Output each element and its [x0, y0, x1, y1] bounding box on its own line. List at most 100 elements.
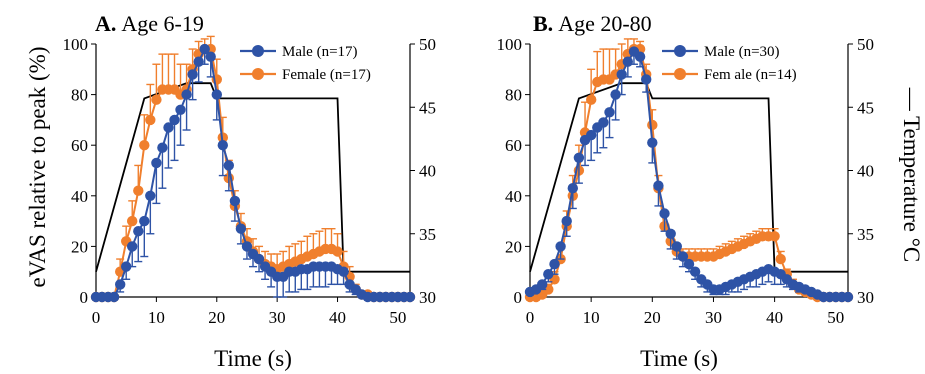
- panel-a-legend-female-label: Female (n=17): [282, 67, 371, 83]
- right-y-axis-title: — Temperature °C: [899, 87, 924, 263]
- panel-a-legend-male-marker: [252, 45, 264, 57]
- panel-b-male-point: [549, 258, 560, 270]
- panel-b-title-text: Age 20-80: [558, 11, 651, 36]
- panel-a-female-point: [151, 94, 162, 105]
- panel-a-x-tick-label: 10: [148, 308, 165, 327]
- panel-a-female-point: [133, 185, 144, 196]
- panel-b-legend-female-marker: [674, 68, 686, 80]
- panel-b-letter: B.: [533, 11, 553, 36]
- panel-a-male-point: [133, 226, 144, 237]
- panel-a-male-point: [229, 195, 241, 207]
- panel-a: A. Age 6-19 Time (s) 0 10 20 30 40 50 0 20 40 60 80…: [63, 11, 437, 371]
- panel-a-male-point: [115, 279, 126, 290]
- panel-a-y2-tick-label: 50: [419, 35, 436, 54]
- panel-b-y-tick-label: 80: [505, 86, 522, 105]
- panel-b-legend: Male (n=30) Fem ale (n=14): [662, 44, 797, 83]
- panel-b-y-tick-label: 40: [505, 187, 522, 206]
- panel-a-female-point: [332, 246, 343, 257]
- panel-a-female-point: [127, 215, 138, 227]
- panel-b-male-point: [653, 180, 664, 191]
- panel-b-y2-tick-label: 35: [857, 225, 874, 244]
- panel-b-y-tick-label: 100: [497, 35, 523, 54]
- panel-a-male-point: [187, 69, 198, 80]
- panel-b-female-point: [586, 94, 597, 105]
- panel-a-male-point: [121, 261, 132, 272]
- panel-a-y-tick-label: 20: [71, 237, 88, 256]
- panel-a-x-axis-title: Time (s): [214, 346, 292, 371]
- panel-a-male-point: [169, 114, 180, 126]
- panel-b-male-point: [665, 228, 676, 239]
- panel-a-male-point: [157, 142, 168, 153]
- panel-b-male-point: [561, 215, 572, 227]
- panel-a-male-point: [151, 157, 162, 169]
- panel-b-male-point: [598, 117, 609, 128]
- panel-b-female-point: [769, 231, 780, 242]
- panel-b-female-point: [775, 253, 786, 265]
- panel-a-title-text: Age 6-19: [121, 11, 203, 36]
- panel-a-y-tick-label: 40: [71, 187, 88, 206]
- panel-b-x-tick-label: 50: [827, 308, 844, 327]
- panel-a-y-tick-label: 0: [80, 288, 89, 307]
- panel-b-male-point: [573, 152, 585, 163]
- panel-b-y2-tick-label: 30: [857, 288, 874, 307]
- panel-a-x-tick-label: 20: [208, 308, 225, 327]
- panel-a-title: A. Age 6-19: [95, 11, 204, 36]
- panel-b-legend-male-marker: [674, 45, 686, 57]
- panel-a-male-point: [404, 291, 416, 303]
- panel-a-male-point: [235, 223, 247, 234]
- panel-a-male-series: [90, 43, 416, 303]
- panel-b-female-point: [647, 119, 658, 131]
- panel-b-legend-male-label: Male (n=30): [704, 44, 780, 60]
- panel-a-y2-tick-label: 30: [419, 288, 436, 307]
- panel-a-female-point: [139, 140, 150, 151]
- panel-a-x-tick-label: 30: [269, 308, 286, 327]
- panel-a-male-point: [127, 241, 138, 252]
- panel-b-y2-tick-label: 45: [857, 98, 874, 117]
- panel-b-x-tick-label: 10: [583, 308, 600, 327]
- panel-b-male-point: [622, 56, 633, 67]
- panel-a-legend-male-label: Male (n=17): [282, 44, 358, 60]
- panel-b-y-tick-label: 0: [514, 288, 523, 307]
- panel-a-male-point: [217, 140, 228, 151]
- panel-a-letter: A.: [95, 11, 116, 36]
- panel-b-x-tick-label: 30: [705, 308, 722, 327]
- panel-a-male-point: [205, 51, 216, 62]
- panel-a-x-tick-label: 40: [329, 308, 346, 327]
- panel-b-male-series: [524, 46, 854, 303]
- panel-b-x-tick-label: 20: [644, 308, 661, 327]
- panel-a-male-point: [241, 241, 253, 252]
- panel-b-y2-tick-label: 50: [857, 35, 874, 54]
- panel-b-male-point: [537, 279, 548, 290]
- panel-b-temperature-line: [529, 82, 848, 273]
- panel-b-male-point: [683, 258, 695, 270]
- panel-a-male-point: [253, 253, 265, 265]
- panel-b-male-point: [604, 107, 615, 118]
- panel-a-y-tick-label: 80: [71, 86, 88, 105]
- panel-b-legend-female-label: Fem ale (n=14): [704, 67, 797, 83]
- panel-b-male-point: [555, 241, 566, 252]
- panel-b-male-point: [647, 137, 658, 148]
- panel-b-male-point: [586, 129, 597, 141]
- panel-a-male-point: [223, 160, 234, 171]
- panel-a-legend-female-marker: [252, 68, 264, 80]
- panel-b-male-point: [610, 89, 621, 100]
- panel-a-male-point: [163, 122, 174, 133]
- panel-a-male-point: [175, 104, 186, 116]
- panel-b-y-tick-label: 60: [505, 136, 522, 155]
- panel-b-male-point: [842, 291, 854, 303]
- panel-b-male-point: [543, 269, 554, 280]
- panel-b-male-point: [634, 51, 646, 62]
- left-y-axis-title: eVAS relative to peak (%): [25, 47, 50, 288]
- panel-b: B. Age 20-80 Time (s) 0 10 20 30 40 50 0 20 40 60 8…: [497, 11, 875, 371]
- panel-b-x-tick-label: 40: [766, 308, 783, 327]
- panel-a-y2-tick-label: 45: [419, 98, 436, 117]
- panel-a-y2-tick-label: 35: [419, 225, 436, 244]
- panel-b-x-tick-label: 0: [526, 308, 535, 327]
- panel-b-male-point: [659, 208, 670, 219]
- panel-a-male-point: [193, 56, 204, 67]
- panel-a-x-tick-label: 0: [92, 308, 101, 327]
- panel-a-male-point: [211, 89, 222, 100]
- panel-a-male-point: [199, 43, 210, 55]
- panel-b-y-tick-label: 20: [505, 237, 522, 256]
